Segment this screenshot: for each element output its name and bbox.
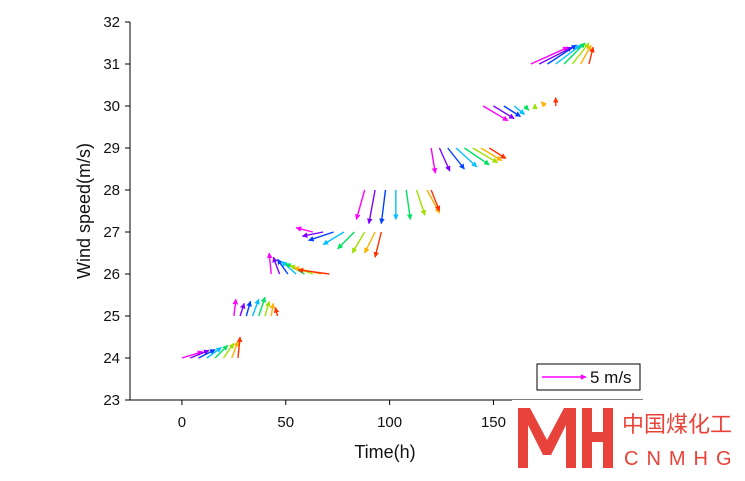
wind-arrow xyxy=(530,46,569,65)
wind-arrow xyxy=(272,256,281,275)
wind-arrow xyxy=(322,231,345,246)
wind-arrow xyxy=(438,147,451,172)
wind-arrow xyxy=(379,189,387,225)
x-tick-label: 100 xyxy=(377,414,402,431)
legend-label: 5 m/s xyxy=(590,368,632,387)
wind-arrow xyxy=(373,231,382,258)
wind-arrow xyxy=(264,300,271,317)
y-tick-label: 23 xyxy=(103,392,120,409)
watermark-text: 中国煤化工 xyxy=(622,412,732,437)
x-tick-label: 50 xyxy=(277,414,294,431)
wind-arrow xyxy=(269,302,276,317)
wind-arrow xyxy=(337,231,355,250)
y-axis-title: Wind speed(m/s) xyxy=(74,143,94,279)
wind-arrow xyxy=(308,231,334,242)
wind-arrow xyxy=(189,349,210,359)
y-tick-label: 30 xyxy=(103,98,120,115)
wind-arrow xyxy=(455,147,478,168)
x-axis-title: Time(h) xyxy=(354,442,415,462)
wind-arrow xyxy=(482,105,509,122)
wind-arrow xyxy=(540,101,547,108)
y-tick-label: 29 xyxy=(103,140,120,157)
wind-arrow xyxy=(463,147,490,166)
wind-arrow xyxy=(447,147,465,170)
y-tick-label: 24 xyxy=(103,350,120,367)
wind-arrow xyxy=(480,147,503,162)
wind-arrow xyxy=(547,44,578,65)
wind-arrow xyxy=(258,296,267,317)
wind-arrow xyxy=(588,46,595,65)
wind-arrow xyxy=(430,147,438,174)
wind-arrow xyxy=(364,231,376,254)
watermark: 中国煤化工 CNMHG xyxy=(512,400,745,476)
wind-arrow xyxy=(493,105,515,120)
wind-arrow xyxy=(555,44,582,65)
wind-arrow xyxy=(214,344,229,359)
wind-arrow xyxy=(415,189,427,216)
wind-arrow xyxy=(222,342,235,359)
wind-arrow xyxy=(538,46,573,65)
wind-arrow xyxy=(236,336,243,359)
wind-arrow xyxy=(245,300,252,317)
y-tick-label: 31 xyxy=(103,56,120,73)
wind-arrow xyxy=(513,105,526,115)
wind-arrow xyxy=(251,298,260,317)
x-tick-label: 0 xyxy=(178,414,186,431)
watermark-sub: CNMHG xyxy=(624,448,740,470)
wind-arrow xyxy=(355,189,366,220)
y-tick-label: 25 xyxy=(103,308,120,325)
wind-arrow xyxy=(523,104,530,111)
wind-arrow xyxy=(405,189,413,220)
x-tick-label: 150 xyxy=(481,414,506,431)
wind-arrow xyxy=(488,147,507,160)
wind-arrow xyxy=(181,350,204,359)
wind-arrow xyxy=(297,267,330,275)
wind-arrow xyxy=(367,189,376,225)
wind-arrow xyxy=(351,231,366,254)
wind-arrow xyxy=(563,42,586,65)
y-tick-label: 28 xyxy=(103,182,120,199)
wind-arrow xyxy=(430,189,441,212)
wind-arrow xyxy=(231,340,239,359)
wind-arrow xyxy=(198,348,216,359)
wind-arrow xyxy=(239,302,246,317)
wind-arrow xyxy=(232,298,239,317)
wind-arrow xyxy=(472,147,499,164)
y-tick-label: 27 xyxy=(103,224,120,241)
y-tick-label: 32 xyxy=(103,14,120,31)
wind-arrow xyxy=(273,307,280,317)
wind-arrow xyxy=(206,346,222,359)
wind-arrow xyxy=(301,231,324,238)
wind-arrow xyxy=(266,252,273,275)
wind-arrow xyxy=(295,226,313,233)
y-tick-label: 26 xyxy=(103,266,120,283)
wind-arrow xyxy=(503,105,521,118)
